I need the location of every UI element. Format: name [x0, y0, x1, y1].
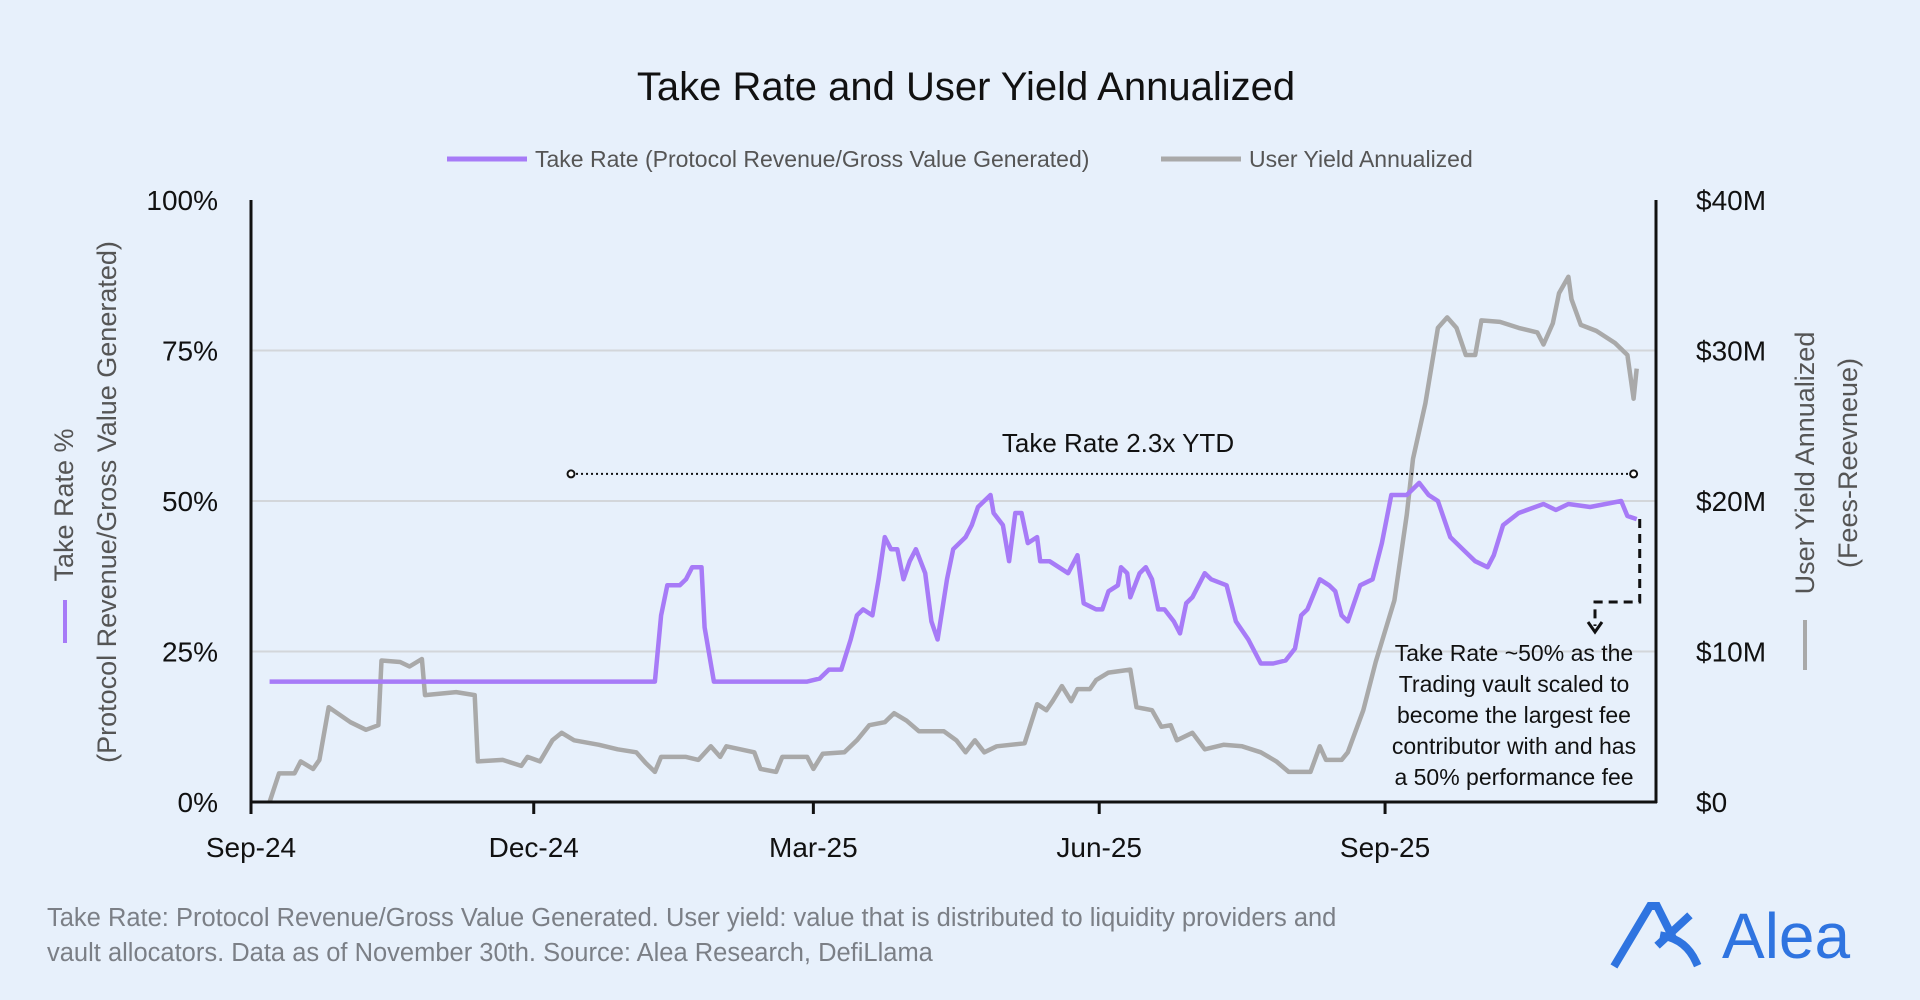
- left-tick-label: 0%: [178, 787, 218, 818]
- callout-line: contributor with and has: [1392, 733, 1636, 759]
- left-tick-label: 25%: [162, 637, 218, 668]
- right-axis-ticks: $0 $10M $20M $30M $40M: [1696, 185, 1766, 818]
- x-tick-label: Mar-25: [769, 832, 858, 863]
- right-tick-label: $30M: [1696, 336, 1766, 367]
- x-tick-label: Sep-25: [1340, 832, 1430, 863]
- left-axis-title: Take Rate % (Protocol Revenue/Gross Valu…: [49, 241, 122, 763]
- left-tick-label: 100%: [146, 185, 218, 216]
- alea-logo-mark: [1610, 902, 1702, 969]
- axes: [249, 200, 1658, 804]
- right-tick-label: $10M: [1696, 637, 1766, 668]
- right-axis-label-line1: User Yield Annualized: [1790, 332, 1820, 595]
- callout-line: a 50% performance fee: [1394, 764, 1633, 790]
- right-axis-title: User Yield Annualized (Fees-Reevneue): [1790, 332, 1863, 670]
- alea-logo-text: Alea: [1722, 900, 1851, 972]
- user-yield-line: [267, 274, 1639, 803]
- ytd-endpoint-marker: [1629, 469, 1639, 479]
- left-tick-label: 50%: [162, 486, 218, 517]
- x-tick-label: Dec-24: [489, 832, 579, 863]
- left-axis-label-line2: (Protocol Revenue/Gross Value Generated): [92, 241, 122, 763]
- gridlines: [251, 349, 1656, 653]
- x-tick-label: Sep-24: [206, 832, 296, 863]
- callout-text: Take Rate ~50% as the Trading vault scale…: [1392, 640, 1636, 790]
- callout-line: Take Rate ~50% as the: [1395, 640, 1633, 666]
- x-tick-label: Jun-25: [1056, 832, 1142, 863]
- ytd-endpoint-marker: [566, 469, 576, 479]
- arrow-down-icon: [1586, 621, 1604, 635]
- legend-label-take-rate: Take Rate (Protocol Revenue/Gross Value …: [535, 146, 1089, 172]
- footnote-line1: Take Rate: Protocol Revenue/Gross Value …: [47, 904, 1336, 932]
- right-tick-label: $40M: [1696, 185, 1766, 216]
- legend: Take Rate (Protocol Revenue/Gross Value …: [447, 146, 1473, 172]
- right-axis-label-line2: (Fees-Reevneue): [1833, 358, 1863, 568]
- series-lines: [267, 274, 1639, 803]
- x-axis-ticks: Sep-24 Dec-24 Mar-25 Jun-25 Sep-25: [206, 802, 1430, 863]
- take-rate-line: [269, 480, 1638, 684]
- right-tick-label: $20M: [1696, 486, 1766, 517]
- left-tick-label: 75%: [162, 336, 218, 367]
- callout-connector: [1593, 519, 1642, 626]
- callout-line: Trading vault scaled to: [1399, 671, 1630, 697]
- left-axis-ticks: 0% 25% 50% 75% 100%: [146, 185, 218, 818]
- callout-line: become the largest fee: [1397, 702, 1631, 728]
- alea-logo: Alea: [1610, 900, 1851, 972]
- ytd-annotation-text: Take Rate 2.3x YTD: [1002, 428, 1234, 458]
- chart-title: Take Rate and User Yield Annualized: [637, 65, 1295, 109]
- left-axis-label-line1: Take Rate %: [49, 428, 79, 581]
- right-tick-label: $0: [1696, 787, 1727, 818]
- legend-label-user-yield: User Yield Annualized: [1249, 146, 1473, 172]
- footnote-line2: vault allocators. Data as of November 30…: [47, 939, 934, 967]
- annotations: Take Rate 2.3x YTD Take Rate ~50% as the…: [566, 428, 1642, 790]
